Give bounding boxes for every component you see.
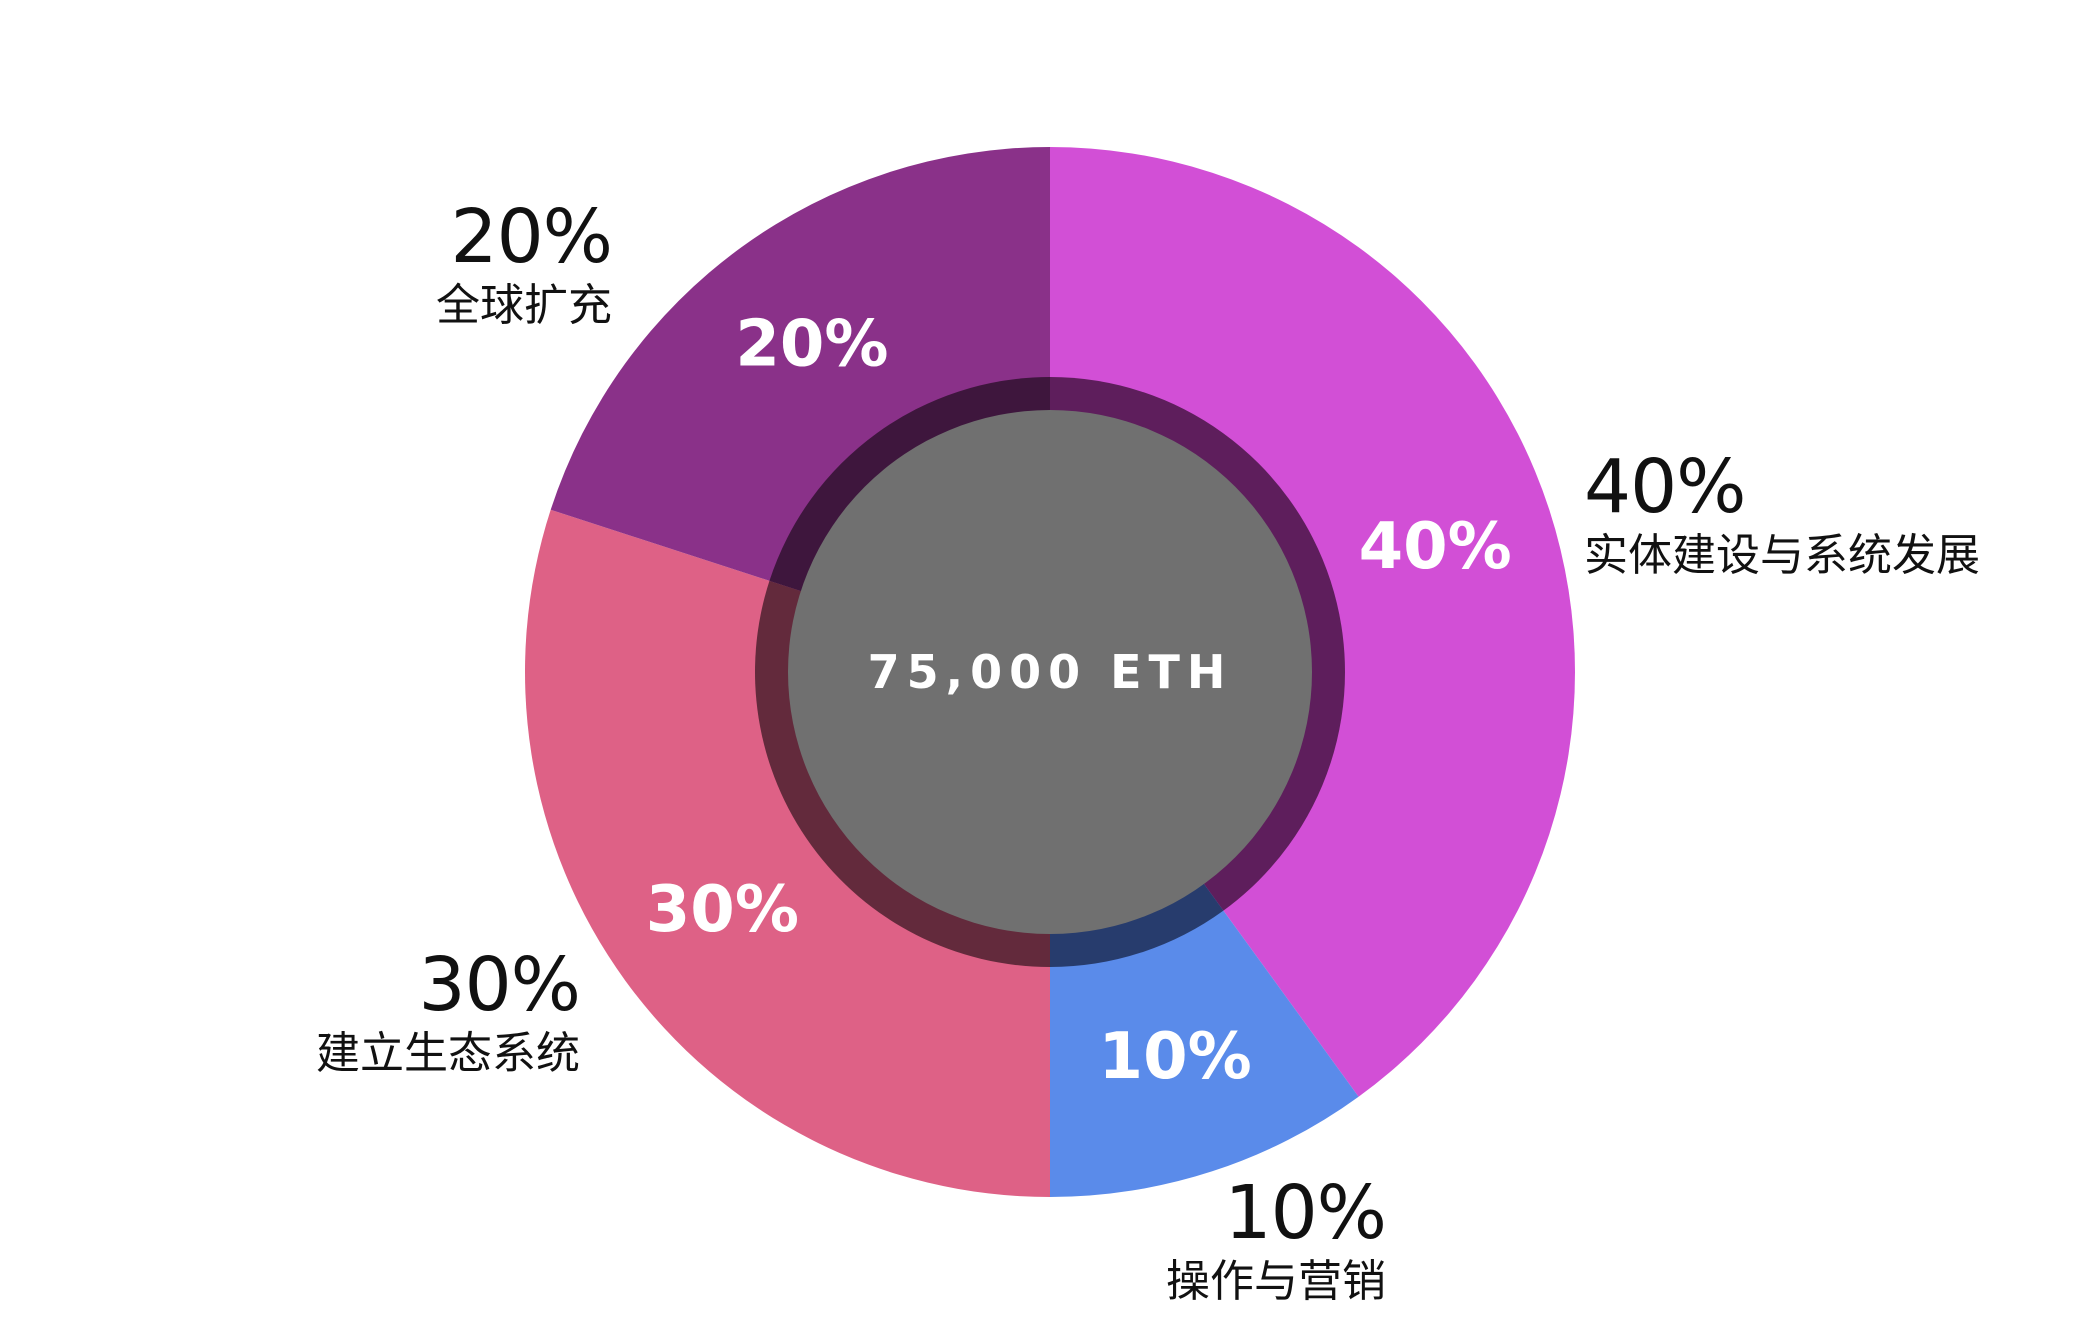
legend-pct: 30% bbox=[418, 942, 581, 1028]
legend-label-operations-marketing: 10% 操作与营销 bbox=[1036, 1170, 1387, 1307]
legend-label-physical-construction: 40% 实体建设与系统发展 bbox=[1584, 450, 1980, 578]
legend-name: 实体建设与系统发展 bbox=[1584, 530, 1980, 581]
legend-name: 操作与营销 bbox=[1166, 1256, 1386, 1307]
slice-label-physical-construction: 40% bbox=[1359, 510, 1512, 584]
legend-name: 全球扩充 bbox=[436, 280, 612, 331]
legend-pct: 10% bbox=[1224, 1170, 1387, 1256]
legend-label-ecosystem: 30% 建立生态系统 bbox=[180, 942, 581, 1079]
center-label: 75,000 ETH bbox=[868, 645, 1233, 699]
legend-label-global-expansion: 20% 全球扩充 bbox=[212, 194, 613, 331]
legend-name: 建立生态系统 bbox=[316, 1028, 580, 1079]
slice-label-ecosystem: 30% bbox=[646, 873, 799, 947]
legend-pct: 40% bbox=[1584, 444, 1746, 530]
slice-labels-group: 40% 10% 30% 20% bbox=[646, 307, 1512, 1094]
slice-label-global-expansion: 20% bbox=[735, 307, 888, 381]
slice-label-operations-marketing: 10% bbox=[1099, 1020, 1252, 1094]
legend-pct: 20% bbox=[450, 194, 613, 280]
center-disc bbox=[788, 410, 1312, 934]
